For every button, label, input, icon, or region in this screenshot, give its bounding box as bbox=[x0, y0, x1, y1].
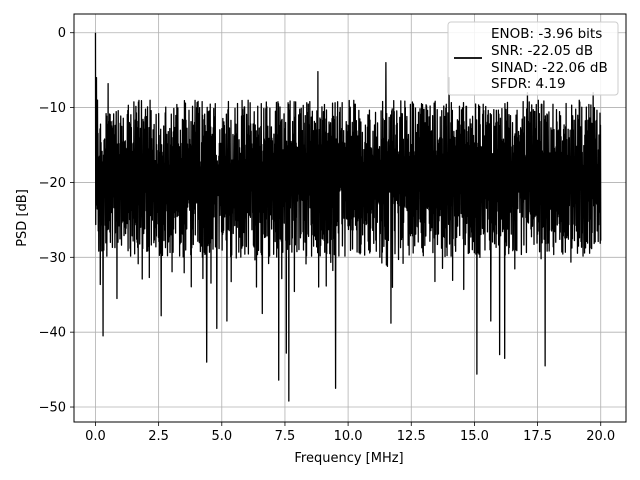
y-tick-label: −30 bbox=[39, 251, 66, 266]
x-tick-label: 15.0 bbox=[460, 429, 489, 444]
y-tick-label: −20 bbox=[39, 176, 66, 191]
y-tick-label: −40 bbox=[39, 326, 66, 341]
y-axis: 0 −10 −20 −30 −40 −50 bbox=[39, 26, 74, 416]
y-tick-label: −50 bbox=[39, 401, 66, 416]
x-axis: 0.0 2.5 5.0 7.5 10.0 12.5 15.0 17.5 20.0 bbox=[85, 422, 615, 444]
x-tick-label: 7.5 bbox=[275, 429, 296, 444]
legend-snr: SNR: -22.05 dB bbox=[491, 43, 593, 59]
y-tick-label: 0 bbox=[58, 26, 66, 41]
y-axis-label: PSD [dB] bbox=[15, 189, 30, 247]
legend-box bbox=[447, 21, 619, 96]
series-layer bbox=[94, 32, 602, 402]
x-tick-label: 17.5 bbox=[523, 429, 552, 444]
x-tick-label: 12.5 bbox=[397, 429, 426, 444]
legend-sfdr: SFDR: 4.19 bbox=[491, 76, 566, 92]
psd-series-line bbox=[94, 32, 602, 402]
legend-sinad: SINAD: -22.06 dB bbox=[491, 60, 608, 76]
legend: ENOB: -3.96 bits SNR: -22.05 dB SINAD: -… bbox=[447, 21, 619, 96]
x-tick-label: 5.0 bbox=[211, 429, 232, 444]
x-tick-label: 2.5 bbox=[148, 429, 169, 444]
plot-frame bbox=[73, 13, 627, 423]
x-axis-label: Frequency [MHz] bbox=[294, 451, 403, 466]
x-tick-label: 0.0 bbox=[85, 429, 106, 444]
x-tick-label: 10.0 bbox=[334, 429, 363, 444]
legend-enob: ENOB: -3.96 bits bbox=[491, 26, 602, 42]
x-tick-label: 20.0 bbox=[586, 429, 615, 444]
y-tick-label: −10 bbox=[39, 101, 66, 116]
